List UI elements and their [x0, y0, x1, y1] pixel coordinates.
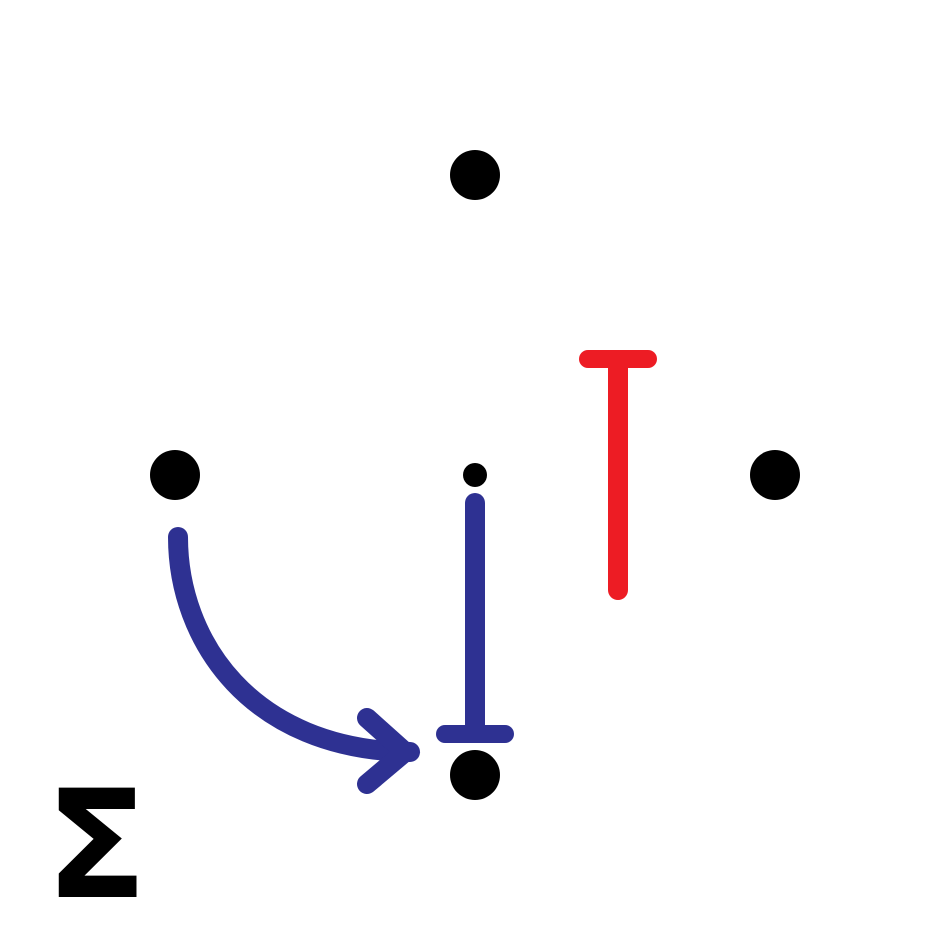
- node-right: [750, 450, 800, 500]
- sigma-label: Σ: [45, 759, 147, 933]
- curved-arrow-head: [357, 708, 421, 794]
- node-center: [463, 463, 487, 487]
- node-bottom: [450, 750, 500, 800]
- node-top: [450, 150, 500, 200]
- node-left: [150, 450, 200, 500]
- curved-arrow-line: [168, 527, 420, 762]
